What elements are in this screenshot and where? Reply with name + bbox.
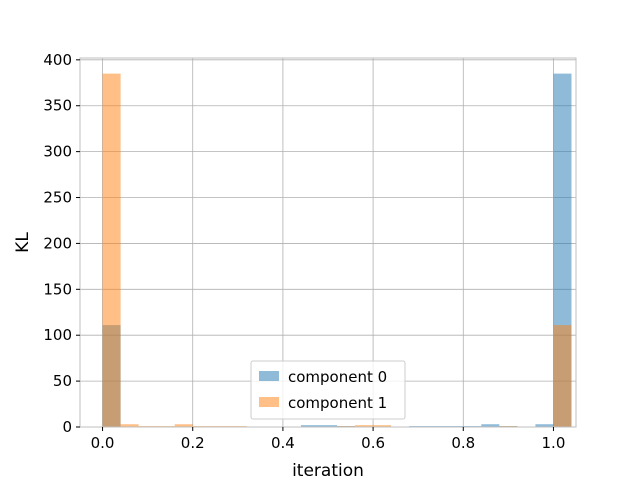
x-tick-label: 1.0: [542, 434, 566, 452]
y-tick-label: 0: [62, 418, 72, 436]
axis-ticks: 0.0 0.2 0.4 0.6 0.8 1.0 0 50 100 150 200 250 300 350 4…: [43, 51, 565, 452]
y-axis-label: KL: [13, 232, 33, 253]
legend-label-component-1: component 1: [288, 394, 387, 412]
y-tick-label: 150: [43, 280, 72, 298]
x-tick-label: 0.0: [91, 434, 115, 452]
histogram-bar-series-1: [373, 425, 392, 427]
histogram-bar-series-1: [355, 425, 374, 427]
x-tick-label: 0.4: [271, 434, 295, 452]
y-tick-label: 350: [43, 97, 72, 115]
histogram-bar-series-0: [481, 424, 500, 427]
legend-swatch-component-1: [259, 397, 279, 407]
y-tick-label: 200: [43, 234, 72, 252]
x-tick-label: 0.8: [451, 434, 475, 452]
grid-lines: [80, 58, 576, 428]
x-tick-label: 0.2: [181, 434, 205, 452]
legend: component 0 component 1: [250, 360, 406, 420]
histogram-bar-series-1: [120, 424, 139, 427]
legend-box: [250, 360, 406, 420]
histogram-bar-series-0: [318, 425, 338, 427]
legend-label-component-0: component 0: [288, 368, 387, 386]
x-axis-label: iteration: [292, 461, 364, 480]
histogram-bar-series-0: [300, 425, 319, 427]
histogram-bar-series-1: [102, 73, 121, 427]
y-tick-label: 50: [53, 372, 72, 390]
legend-swatch-component-0: [259, 371, 279, 381]
histogram-bar-series-1: [174, 424, 193, 427]
y-tick-label: 300: [43, 143, 72, 161]
y-tick-label: 400: [43, 51, 72, 69]
histogram-bar-series-1: [553, 325, 572, 427]
histogram-bar-series-0: [535, 424, 554, 427]
histogram-bars: [102, 73, 572, 427]
x-tick-label: 0.6: [361, 434, 385, 452]
y-tick-label: 250: [43, 189, 72, 207]
plot-area-frame: [79, 57, 577, 428]
y-tick-label: 100: [43, 326, 72, 344]
